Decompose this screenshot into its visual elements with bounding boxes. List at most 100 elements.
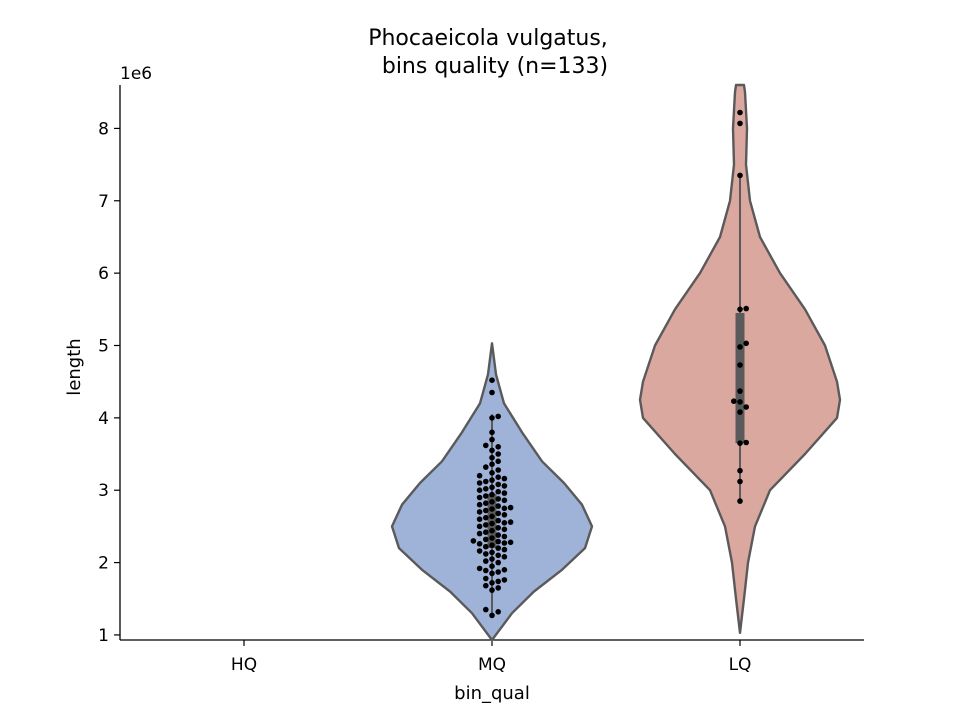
data-point-lq: [731, 398, 737, 405]
data-point-mq: [495, 538, 502, 545]
data-point-lq: [737, 388, 743, 394]
y-tick-label: 2: [98, 554, 109, 574]
data-point-mq: [495, 559, 502, 566]
data-point-mq: [495, 444, 502, 450]
data-point-lq: [743, 404, 749, 410]
y-tick-label: 8: [98, 119, 109, 139]
data-point-mq: [495, 496, 502, 502]
data-point-mq: [489, 477, 495, 483]
data-point-mq: [489, 580, 495, 586]
data-point-lq: [737, 172, 743, 179]
data-point-lq: [743, 305, 749, 312]
data-point-mq: [476, 516, 483, 522]
x-tick-label: MQ: [478, 655, 506, 675]
data-point-lq: [737, 120, 743, 127]
plot-area: 1 2 3 4 5 6 7 8 HQ MQ LQ: [98, 83, 864, 675]
data-point-mq: [495, 510, 502, 517]
data-point-mq: [489, 454, 495, 461]
data-point-mq: [501, 505, 508, 512]
data-point-mq: [483, 464, 489, 470]
data-point-mq: [489, 447, 495, 454]
data-point-mq: [501, 520, 508, 526]
chart-title-line1: Phocaeicola vulgatus,: [368, 26, 608, 51]
data-point-mq: [483, 493, 489, 499]
data-point-mq: [495, 569, 502, 575]
data-point-lq: [737, 109, 743, 116]
data-point-mq: [495, 525, 502, 531]
data-point-mq: [501, 533, 508, 540]
data-point-mq: [495, 458, 502, 465]
data-point-mq: [483, 582, 489, 589]
data-point-lq: [737, 440, 743, 447]
data-point-mq: [495, 517, 502, 524]
data-point-mq: [489, 542, 495, 548]
data-point-mq: [476, 480, 483, 486]
data-point-mq: [495, 503, 502, 509]
data-point-mq: [495, 552, 502, 559]
data-point-mq: [501, 475, 508, 482]
y-offset-label: 1e6: [120, 64, 152, 84]
data-point-mq: [489, 549, 495, 556]
data-point-mq: [483, 575, 489, 582]
data-point-mq: [483, 507, 489, 514]
data-point-mq: [476, 523, 483, 530]
data-point-mq: [483, 500, 489, 507]
data-point-mq: [501, 526, 508, 533]
data-point-mq: [495, 488, 502, 495]
data-point-mq: [489, 499, 495, 505]
data-point-mq: [489, 461, 495, 468]
y-tick-label: 3: [98, 481, 109, 501]
y-tick-label: 6: [98, 264, 109, 284]
data-point-mq: [495, 532, 502, 538]
data-point-mq: [483, 486, 489, 492]
data-point-mq: [501, 577, 508, 583]
data-point-mq: [483, 522, 489, 528]
y-tick-label: 4: [98, 409, 109, 429]
data-point-mq: [489, 563, 495, 569]
data-point-lq: [743, 340, 749, 347]
data-point-mq: [495, 545, 502, 551]
data-point-mq: [476, 565, 483, 572]
data-point-mq: [483, 536, 489, 543]
data-point-mq: [489, 556, 495, 562]
data-point-mq: [495, 578, 502, 585]
y-tick-label: 1: [98, 626, 109, 646]
data-point-mq: [501, 540, 508, 546]
data-point-mq: [489, 436, 495, 443]
data-point-mq: [483, 478, 489, 485]
data-point-mq: [483, 529, 489, 535]
data-point-mq: [476, 472, 483, 479]
data-point-mq: [483, 442, 489, 449]
data-point-mq: [489, 506, 495, 512]
data-point-mq: [501, 497, 508, 504]
data-point-mq: [495, 413, 502, 420]
data-point-lq: [737, 399, 743, 405]
data-point-mq: [501, 512, 508, 518]
data-point-mq: [470, 538, 477, 544]
data-point-mq: [483, 551, 489, 557]
data-point-mq: [489, 389, 495, 396]
data-point-mq: [489, 535, 495, 541]
data-point-mq: [495, 467, 502, 473]
data-point-lq: [737, 362, 743, 368]
iqr-box-lq: [735, 312, 745, 444]
data-point-mq: [483, 543, 489, 550]
data-point-lq: [737, 306, 743, 313]
data-point-mq: [501, 490, 508, 496]
data-point-lq: [737, 467, 743, 474]
data-point-mq: [495, 451, 502, 457]
data-point-mq: [501, 483, 508, 489]
data-point-lq: [737, 498, 743, 504]
data-point-mq: [483, 606, 489, 613]
y-tick-label: 5: [98, 336, 109, 356]
data-point-mq: [483, 558, 489, 564]
data-point-mq: [483, 514, 489, 521]
data-point-mq: [501, 546, 508, 553]
chart-title-line2: bins quality (n=133): [382, 54, 608, 79]
data-point-mq: [489, 415, 495, 421]
data-point-lq: [737, 478, 743, 485]
data-point-mq: [489, 612, 495, 619]
data-point-mq: [483, 567, 489, 574]
x-tick-label: HQ: [231, 655, 257, 675]
x-tick-label: LQ: [729, 655, 752, 675]
